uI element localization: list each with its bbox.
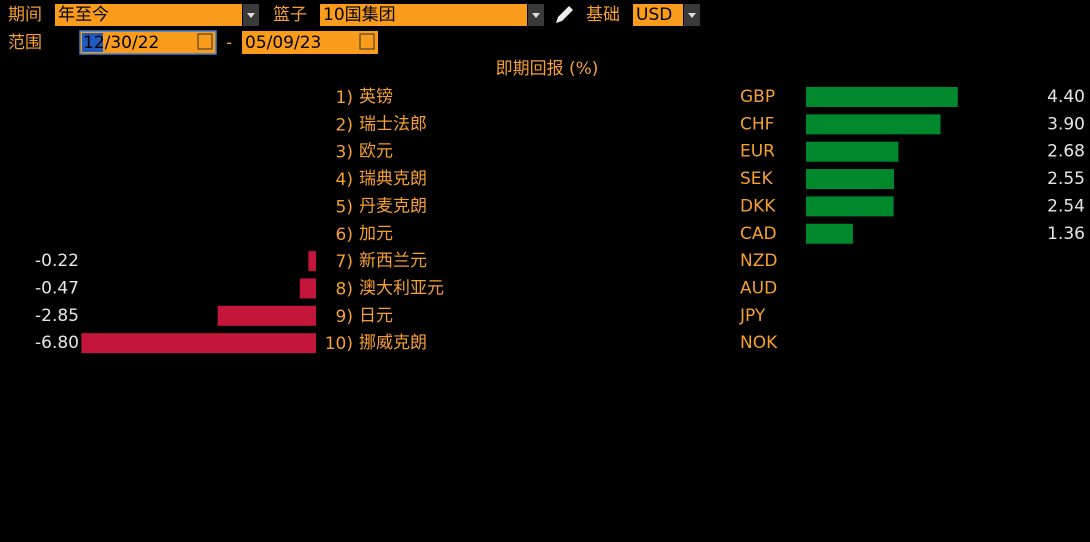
- currency-code: DKK: [740, 196, 776, 216]
- value-label: 2.68: [1047, 142, 1085, 162]
- basket-label: 篮子: [273, 5, 307, 25]
- bar: [217, 305, 316, 326]
- rank: 6): [336, 225, 353, 245]
- base-value: USD: [636, 5, 672, 25]
- base-dropdown[interactable]: [633, 4, 683, 26]
- currency-code: CHF: [740, 114, 774, 134]
- date-separator: -: [226, 33, 232, 53]
- value-label: -0.22: [35, 251, 79, 271]
- rank: 2): [336, 115, 353, 135]
- period-value: 年至今: [58, 5, 109, 25]
- value-label: 2.54: [1047, 196, 1085, 216]
- currency-code: EUR: [740, 142, 775, 162]
- chart-title: 即期回报 (%): [496, 59, 599, 79]
- value-label: 2.55: [1047, 169, 1085, 189]
- period-dropdown[interactable]: [55, 4, 242, 26]
- currency-name: 挪威克朗: [359, 333, 427, 353]
- calendar-icon[interactable]: [197, 33, 213, 50]
- start-date: 12/30/22: [83, 33, 159, 53]
- bar: [81, 333, 317, 354]
- period-label: 期间: [8, 5, 42, 25]
- start-date-input[interactable]: [79, 30, 217, 55]
- currency-name: 澳大利亚元: [359, 278, 444, 298]
- bar: [806, 114, 941, 135]
- currency-code: SEK: [740, 169, 774, 189]
- bar: [806, 169, 894, 190]
- bar: [806, 223, 853, 244]
- end-date-input[interactable]: [242, 31, 378, 54]
- bar: [806, 196, 894, 217]
- calendar-icon[interactable]: [359, 33, 375, 50]
- rank: 3): [336, 143, 353, 163]
- value-label: -0.47: [35, 278, 79, 298]
- currency-code: NOK: [740, 333, 778, 353]
- rank: 7): [336, 252, 353, 272]
- bar: [299, 278, 316, 299]
- arrow-icon: [532, 13, 540, 18]
- rank: 9): [336, 307, 353, 327]
- currency-code: CAD: [740, 224, 777, 244]
- rank: 10): [325, 334, 353, 354]
- rank: 8): [336, 279, 353, 299]
- rank: 4): [336, 170, 353, 190]
- range-label: 范围: [8, 33, 42, 53]
- bar: [806, 141, 899, 162]
- value-label: -2.85: [35, 306, 79, 326]
- value-label: 1.36: [1047, 224, 1085, 244]
- currency-name: 英镑: [359, 87, 393, 107]
- value-label: -6.80: [35, 333, 79, 353]
- currency-code: NZD: [740, 251, 777, 271]
- arrow-icon: [247, 13, 255, 18]
- edit-icon[interactable]: [556, 6, 573, 23]
- currency-code: JPY: [739, 306, 766, 326]
- currency-name: 日元: [359, 306, 393, 326]
- currency-name: 欧元: [359, 142, 393, 162]
- end-date: 05/09/23: [245, 33, 321, 53]
- value-label: 3.90: [1047, 114, 1085, 134]
- currency-name: 加元: [359, 224, 393, 244]
- basket-value: 10国集团: [323, 5, 396, 25]
- currency-name: 瑞士法郎: [359, 114, 427, 134]
- currency-code: AUD: [740, 278, 777, 298]
- rank: 1): [336, 88, 353, 108]
- basket-dropdown[interactable]: [320, 4, 527, 26]
- value-label: 4.40: [1047, 87, 1085, 107]
- currency-name: 丹麦克朗: [359, 196, 427, 216]
- arrow-icon: [688, 13, 696, 18]
- selection-highlight: [82, 33, 103, 52]
- currency-name: 新西兰元: [359, 251, 427, 271]
- base-label: 基础: [586, 5, 620, 25]
- rank: 5): [336, 197, 353, 217]
- currency-name: 瑞典克朗: [359, 169, 427, 189]
- currency-code: GBP: [740, 87, 775, 107]
- bar: [308, 251, 316, 272]
- bar: [806, 87, 958, 107]
